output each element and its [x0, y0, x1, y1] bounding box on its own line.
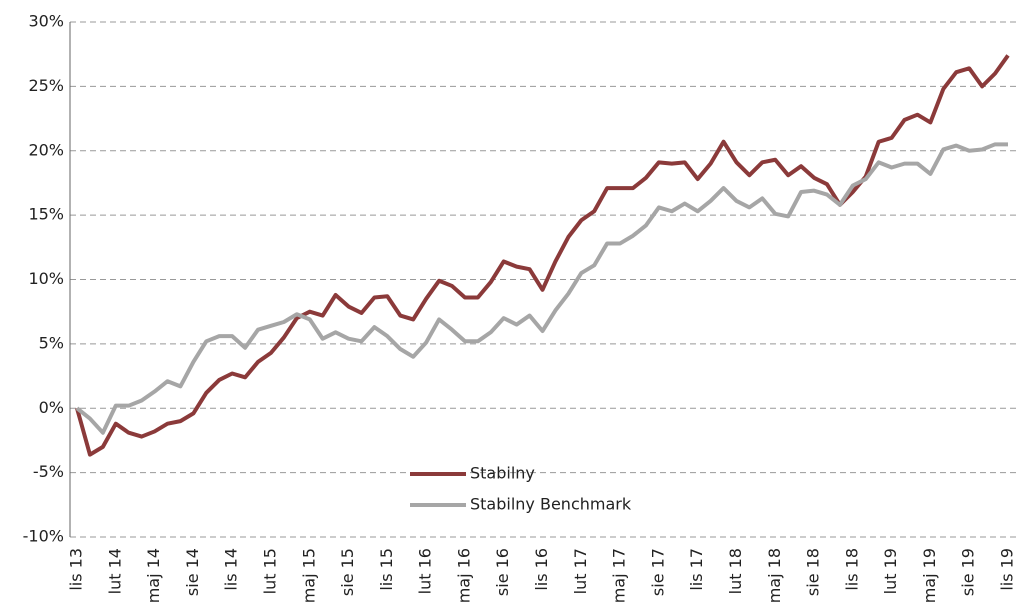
x-tick-label: maj 17 [610, 548, 629, 603]
x-tick-label: lut 18 [726, 548, 745, 594]
x-tick-label: sie 16 [493, 548, 512, 596]
x-tick-label: sie 19 [959, 548, 978, 596]
x-tick-label: lis 15 [377, 548, 396, 591]
y-tick-label: 15% [28, 205, 64, 224]
x-tick-label: maj 18 [765, 548, 784, 603]
x-tick-label: maj 19 [920, 548, 939, 603]
x-tick-label: maj 14 [144, 548, 163, 603]
y-tick-label: 30% [28, 12, 64, 31]
x-tick-label: sie 14 [183, 548, 202, 596]
x-tick-label: sie 18 [804, 548, 823, 596]
y-tick-label: 20% [28, 140, 64, 159]
x-tick-label: lut 14 [105, 548, 124, 594]
x-tick-label: sie 17 [648, 548, 667, 596]
x-tick-label: lis 18 [842, 548, 861, 591]
x-tick-label: sie 15 [338, 548, 357, 596]
x-tick-label: lis 17 [687, 548, 706, 591]
x-tick-label: lut 15 [260, 548, 279, 594]
x-tick-label: lut 16 [416, 548, 435, 594]
x-tick-label: lis 13 [67, 548, 86, 591]
x-tick-label: lis 16 [532, 548, 551, 591]
y-tick-label: -10% [23, 527, 64, 546]
legend-label: Stabilny [470, 464, 535, 483]
legend-label: Stabilny Benchmark [470, 495, 632, 514]
y-tick-label: 25% [28, 76, 64, 95]
y-tick-label: 10% [28, 269, 64, 288]
x-tick-label: lis 19 [998, 548, 1017, 591]
series-line [75, 142, 1008, 435]
y-tick-label: -5% [33, 462, 64, 481]
y-tick-label: 5% [39, 333, 64, 352]
series-line [75, 54, 1010, 457]
x-tick-label: maj 16 [454, 548, 473, 603]
x-tick-label: lis 14 [222, 548, 241, 591]
y-tick-label: 0% [39, 398, 64, 417]
x-tick-label: maj 15 [299, 548, 318, 603]
x-tick-label: lut 17 [571, 548, 590, 594]
x-tick-label: lut 19 [881, 548, 900, 594]
